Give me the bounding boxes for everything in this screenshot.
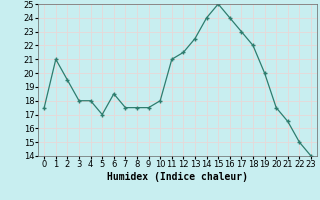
X-axis label: Humidex (Indice chaleur): Humidex (Indice chaleur): [107, 172, 248, 182]
